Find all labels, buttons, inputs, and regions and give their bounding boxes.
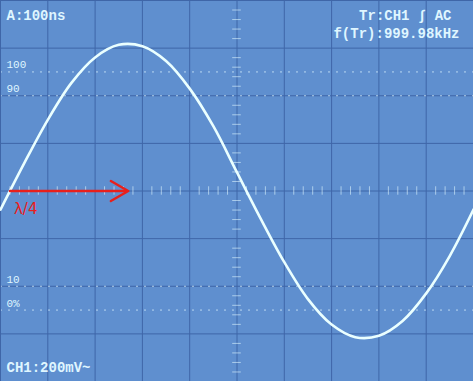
svg-text:0%: 0% — [7, 298, 21, 310]
svg-text:λ/4: λ/4 — [14, 200, 37, 218]
svg-text:CH1:200mV~: CH1:200mV~ — [7, 360, 91, 376]
svg-text:Tr:CH1 ∫ AC: Tr:CH1 ∫ AC — [359, 8, 452, 24]
svg-text:100: 100 — [7, 59, 27, 71]
svg-text:10: 10 — [7, 274, 20, 286]
svg-text:A:100ns: A:100ns — [7, 8, 66, 24]
svg-text:90: 90 — [7, 83, 20, 95]
svg-text:f(Tr):999.98kHz: f(Tr):999.98kHz — [333, 26, 459, 42]
